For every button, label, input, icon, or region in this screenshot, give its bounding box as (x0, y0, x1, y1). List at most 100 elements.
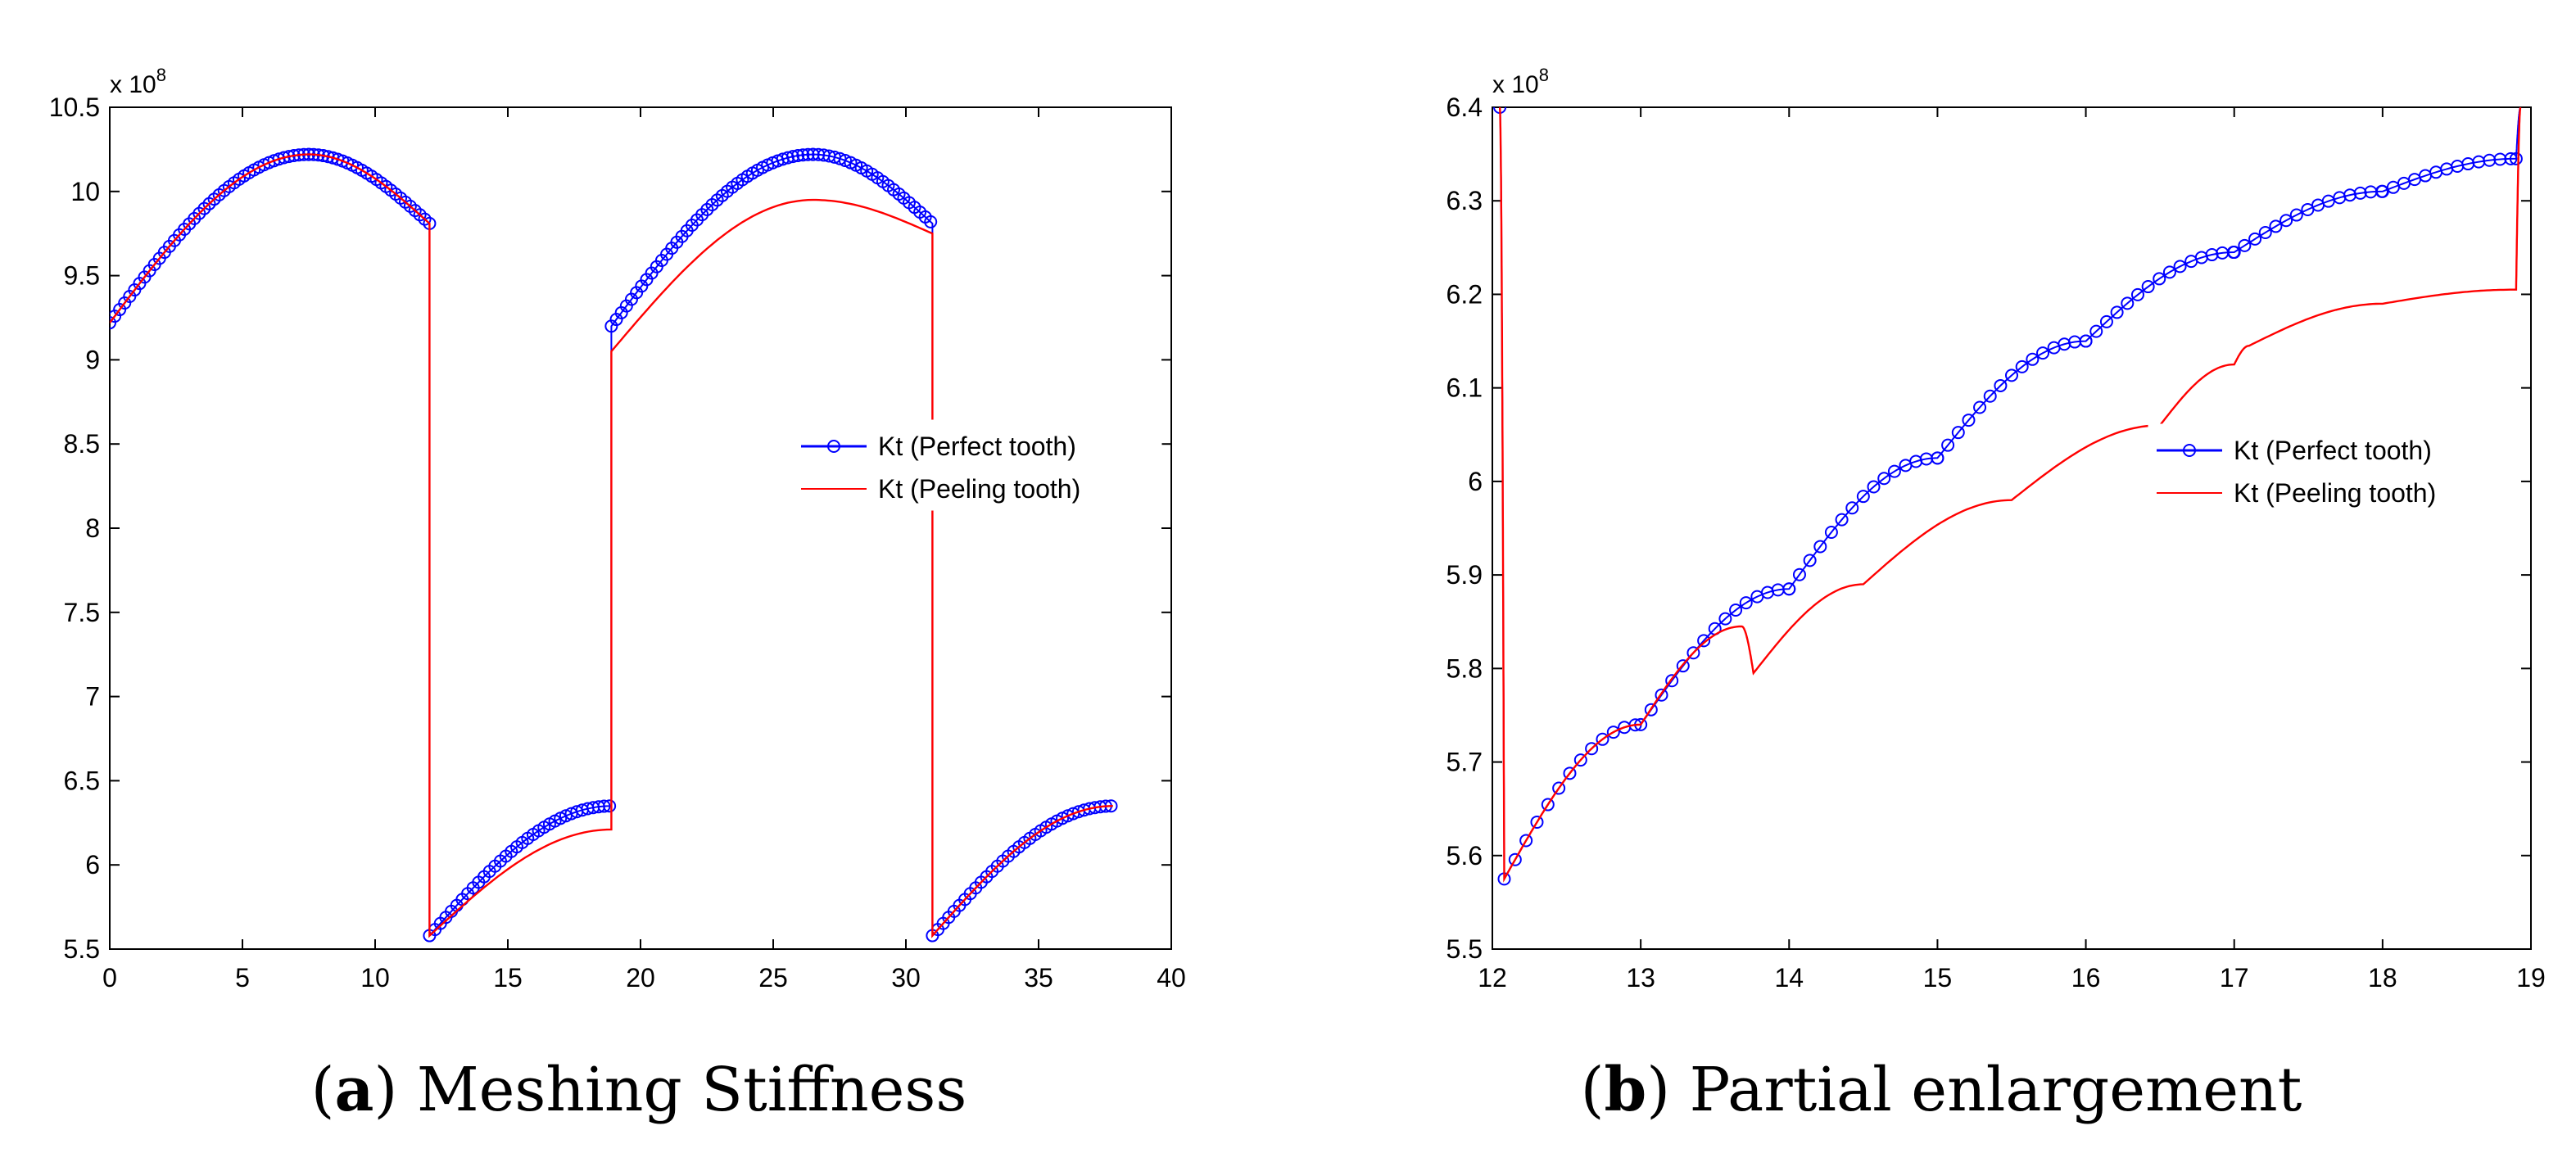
marker-b-0 (2248, 232, 2262, 246)
marker-b-0 (1941, 438, 1955, 452)
marker-b-0 (1994, 378, 2008, 392)
marker-b-0 (1655, 688, 1668, 702)
y-tick-label-a: 10 (70, 177, 100, 206)
marker-a-0 (801, 147, 815, 161)
marker-b-0 (1665, 674, 1679, 688)
caption-b-label: b (1604, 1055, 1646, 1125)
y-exponent-a: x 108 (110, 65, 166, 98)
x-tick-label-a: 15 (493, 963, 523, 992)
marker-b-0 (1845, 501, 1859, 515)
marker-b-0 (1983, 389, 1997, 403)
marker-b-0 (1877, 472, 1891, 486)
x-tick-label-a: 0 (102, 963, 117, 992)
series-b-1 (1498, 107, 2522, 883)
marker-b-0 (1803, 554, 1817, 567)
x-tick-label-a: 20 (626, 963, 655, 992)
marker-a-0 (781, 151, 795, 165)
caption-a-text: Meshing Stiffness (417, 1055, 967, 1125)
x-tick-label-b: 15 (1923, 963, 1953, 992)
series-line-a-1 (110, 153, 1113, 938)
marker-b-0 (2289, 208, 2303, 222)
marker-a-0 (277, 151, 291, 165)
series-a-1 (110, 153, 1113, 938)
marker-b-0 (2089, 324, 2103, 338)
marker-b-0 (2026, 352, 2040, 366)
marker-b-0 (1508, 852, 1522, 866)
x-tick-label-a: 35 (1024, 963, 1053, 992)
y-tick-label-a: 7.5 (64, 598, 100, 627)
x-tick-label-b: 17 (2220, 963, 2249, 992)
marker-b-0 (2173, 260, 2187, 274)
marker-b-0 (1530, 815, 1544, 829)
y-tick-label-b: 6.3 (1446, 186, 1483, 215)
marker-b-0 (1824, 526, 1838, 540)
y-tick-label-a: 8.5 (64, 429, 100, 459)
marker-b-0 (1835, 513, 1849, 527)
marker-b-0 (1697, 634, 1711, 648)
marker-b-0 (1792, 567, 1806, 581)
marker-a-0 (791, 149, 805, 163)
marker-a-0 (321, 150, 335, 164)
plot-area-b (1492, 106, 2532, 950)
caption-a: (a) Meshing Stiffness (311, 1055, 967, 1125)
x-tick-label-b: 14 (1774, 963, 1804, 992)
marker-b-0 (1552, 781, 1566, 795)
caption-b: (b) Partial enlargement (1581, 1055, 2302, 1125)
marker-b-0 (1962, 414, 1976, 427)
y-tick-label-b: 5.9 (1446, 560, 1483, 590)
marker-b-0 (1739, 596, 1753, 610)
marker-b-0 (2238, 238, 2252, 252)
chart-a-meshing-stiffness: 0 5 10 15 20 25 30 35 40 5.5 6 6.5 7 7.5 8 8.5 9 9.5 10 10.… (49, 65, 1186, 992)
marker-b-0 (2121, 296, 2135, 310)
marker-b-0 (1718, 612, 1732, 626)
x-tick-label-b: 19 (2516, 963, 2546, 992)
x-tick-label-b: 18 (2368, 963, 2397, 992)
legend-marker-a-0 (827, 440, 840, 453)
marker-b-0 (2015, 359, 2029, 373)
chart-b-partial-enlargement: 12 13 14 15 16 17 18 19 5.5 5.6 5.7 5.8 5.9 6 6.1 6.2 6.… (1446, 65, 2546, 992)
x-tick-label-b: 12 (1478, 963, 1507, 992)
marker-b-0 (1541, 798, 1555, 812)
y-tick-label-b: 6.4 (1446, 93, 1483, 122)
legend-label-b-0: Kt (Perfect tooth) (2234, 436, 2432, 465)
marker-a-0 (597, 799, 611, 813)
marker-a-0 (282, 150, 296, 164)
legend-marker-b-0 (2183, 444, 2196, 457)
marker-b-0 (2153, 272, 2166, 286)
x-tick-label-a: 10 (360, 963, 390, 992)
y-tick-label-b: 6 (1468, 467, 1483, 496)
marker-b-0 (2110, 305, 2124, 319)
y-tick-label-b: 5.7 (1446, 748, 1483, 777)
marker-b-0 (1596, 732, 1609, 746)
marker-b-0 (1973, 400, 1987, 414)
marker-b-0 (1782, 582, 1796, 596)
marker-b-0 (1813, 540, 1827, 554)
legend-label-a-1: Kt (Peeling tooth) (878, 474, 1080, 504)
y-tick-label-a: 6.5 (64, 766, 100, 795)
legend-label-b-1: Kt (Peeling tooth) (2234, 478, 2436, 508)
marker-b-0 (2258, 225, 2272, 239)
marker-b-0 (1676, 659, 1690, 673)
legend-b (2148, 423, 2519, 515)
marker-b-0 (1644, 703, 1658, 717)
marker-b-0 (2504, 151, 2518, 165)
y-tick-label-a: 6 (85, 850, 100, 879)
marker-b-0 (1519, 834, 1533, 848)
legend-label-a-0: Kt (Perfect tooth) (878, 432, 1076, 461)
plot-area-a (109, 106, 1172, 950)
marker-b-0 (2353, 186, 2367, 200)
y-tick-label-b: 6.1 (1446, 373, 1483, 403)
marker-b-0 (2162, 265, 2176, 279)
x-tick-label-b: 16 (2071, 963, 2101, 992)
marker-b-0 (1563, 766, 1577, 780)
caption-a-label: a (335, 1055, 374, 1125)
marker-b-0 (2279, 214, 2293, 228)
x-tick-label-a: 5 (235, 963, 250, 992)
y-tick-label-b: 5.5 (1446, 934, 1483, 964)
marker-a-0 (603, 799, 617, 813)
y-tick-label-a: 9 (85, 345, 100, 374)
marker-a-0 (785, 150, 799, 164)
marker-b-0 (2509, 151, 2523, 165)
marker-a-0 (924, 215, 938, 228)
